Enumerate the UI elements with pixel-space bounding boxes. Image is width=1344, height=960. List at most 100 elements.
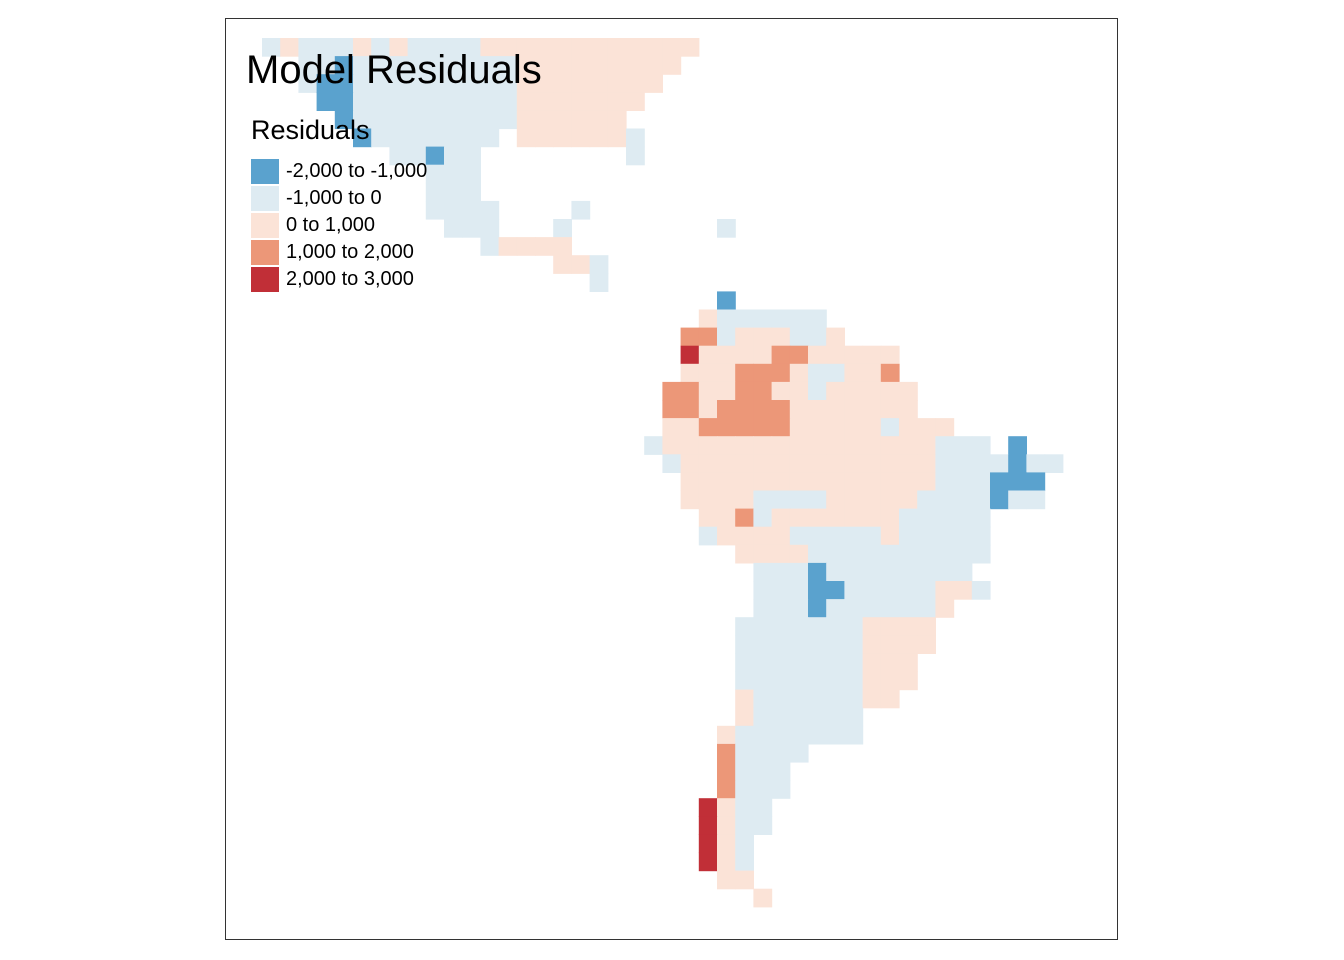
- residual-cell: [680, 472, 700, 492]
- residual-cell: [698, 472, 718, 492]
- residual-cell: [844, 454, 864, 473]
- residual-cell: [735, 671, 754, 691]
- residual-cell: [480, 219, 500, 238]
- residual-cell: [789, 472, 809, 492]
- residual-cell: [862, 617, 882, 636]
- residual-cell: [353, 110, 372, 130]
- residual-cell: [844, 490, 864, 510]
- residual-cell: [444, 110, 463, 130]
- residual-cell: [862, 381, 882, 401]
- residual-cell: [862, 490, 882, 510]
- legend-item: 1,000 to 2,000: [251, 239, 427, 266]
- residual-cell: [771, 617, 791, 636]
- residual-cell: [425, 128, 445, 148]
- residual-cell: [771, 599, 791, 618]
- residual-cell: [735, 689, 754, 709]
- residual-cell: [844, 508, 864, 528]
- residual-cell: [880, 472, 900, 492]
- residual-cell: [425, 164, 445, 184]
- residual-cell: [589, 92, 609, 111]
- residual-cell: [862, 689, 882, 709]
- residual-cell: [789, 635, 809, 654]
- residual-cell: [789, 508, 809, 528]
- residual-cell: [771, 689, 791, 709]
- residual-cell: [771, 707, 791, 727]
- residual-cell: [498, 92, 518, 111]
- residual-cell: [571, 255, 591, 274]
- residual-cell: [917, 436, 936, 455]
- residual-cell: [880, 508, 900, 528]
- residual-cell: [717, 363, 736, 383]
- residual-cell: [753, 562, 773, 582]
- residual-cell: [425, 110, 445, 130]
- residual-cell: [607, 128, 627, 148]
- residual-cell: [717, 400, 736, 419]
- residual-cell: [899, 400, 918, 419]
- residual-cell: [844, 581, 864, 600]
- residual-cell: [316, 74, 336, 93]
- residual-cell: [516, 237, 536, 256]
- residual-cell: [334, 38, 354, 57]
- residual-cell: [462, 128, 481, 148]
- residual-cell: [789, 526, 809, 546]
- residual-cell: [771, 526, 791, 546]
- residual-cell: [789, 400, 809, 419]
- residual-cell: [971, 508, 991, 528]
- residual-cell: [735, 798, 754, 817]
- residual-cell: [771, 454, 791, 473]
- residual-cell: [735, 617, 754, 636]
- residual-cell: [717, 508, 736, 528]
- residual-cell: [753, 762, 773, 781]
- residual-cell: [553, 219, 572, 238]
- residual-cell: [844, 653, 864, 673]
- residual-cell: [789, 381, 809, 401]
- residual-cell: [626, 38, 645, 57]
- residual-cell: [480, 56, 500, 75]
- residual-cell: [553, 56, 572, 75]
- residual-cell: [971, 581, 991, 600]
- residual-cell: [844, 400, 864, 419]
- residual-cell: [808, 544, 827, 564]
- residual-cell: [462, 56, 481, 75]
- residual-cell: [444, 164, 463, 184]
- residual-cell: [535, 128, 554, 148]
- residual-cell: [371, 38, 390, 57]
- residual-cell: [771, 508, 791, 528]
- residual-cell: [753, 617, 773, 636]
- residual-cell: [735, 472, 754, 492]
- residual-cell: [826, 707, 845, 727]
- residual-cell: [462, 110, 481, 130]
- residual-cell: [862, 454, 882, 473]
- residual-cell: [680, 38, 700, 57]
- residual-cell: [1008, 472, 1027, 492]
- residual-cell: [553, 110, 572, 130]
- residual-cell: [680, 327, 700, 347]
- map-title: Model Residuals: [246, 48, 542, 92]
- residual-cell: [535, 38, 554, 57]
- residual-cell: [899, 671, 918, 691]
- residual-cell: [698, 526, 718, 546]
- residual-cell: [953, 562, 973, 582]
- residual-cell: [753, 689, 773, 709]
- residual-cell: [899, 653, 918, 673]
- residual-cell: [717, 219, 736, 238]
- residual-cell: [789, 581, 809, 600]
- residual-cell: [935, 418, 955, 437]
- legend-swatch: [251, 213, 279, 238]
- residual-cell: [353, 74, 372, 93]
- residual-cell: [462, 200, 481, 220]
- residual-cell: [771, 581, 791, 600]
- residual-cell: [717, 381, 736, 401]
- residual-cell: [917, 454, 936, 473]
- residual-cell: [698, 816, 718, 835]
- residual-cell: [753, 526, 773, 546]
- residual-cell: [844, 617, 864, 636]
- residual-cell: [516, 92, 536, 111]
- residual-cell: [899, 635, 918, 654]
- residual-cell: [407, 110, 427, 130]
- residual-cell: [771, 635, 791, 654]
- residual-cell: [407, 38, 427, 57]
- residual-cell: [407, 128, 427, 148]
- residual-cell: [935, 490, 955, 510]
- residual-cell: [735, 526, 754, 546]
